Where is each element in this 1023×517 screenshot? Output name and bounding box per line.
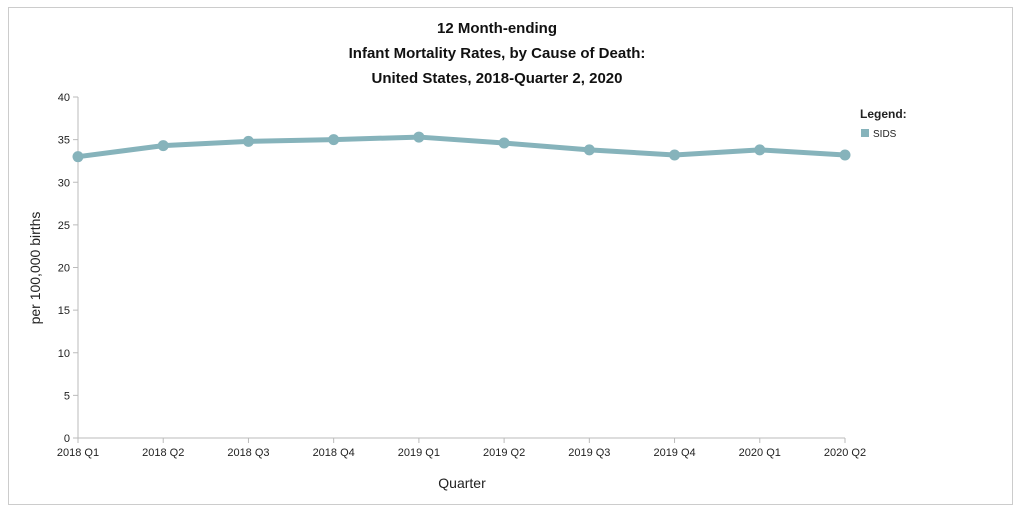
data-point-sids[interactable]: [498, 137, 510, 149]
x-axis-title: Quarter: [438, 475, 486, 491]
chart-title-line-1: 12 Month-ending: [437, 20, 557, 37]
y-axis-title: per 100,000 births: [27, 212, 43, 325]
x-tick-label: 2020 Q1: [739, 447, 781, 459]
legend-swatch-sids: [861, 129, 869, 137]
data-point-sids[interactable]: [754, 144, 766, 156]
y-axis: 0 5 10 15 20 25 30 35 40: [58, 92, 79, 445]
data-point-sids[interactable]: [157, 140, 169, 152]
data-point-sids[interactable]: [413, 131, 425, 143]
data-point-sids[interactable]: [583, 144, 595, 156]
x-tick-label: 2018 Q3: [227, 447, 269, 459]
x-tick-label: 2019 Q4: [653, 447, 695, 459]
x-tick-label: 2018 Q4: [313, 447, 355, 459]
legend-title: Legend:: [860, 107, 907, 121]
x-tick-label: 2018 Q2: [142, 447, 184, 459]
y-tick-label: 5: [64, 390, 70, 402]
x-tick-label: 2019 Q2: [483, 447, 525, 459]
data-point-sids[interactable]: [72, 151, 84, 163]
series-line-sids: [75, 134, 848, 160]
y-tick-label: 10: [58, 348, 70, 360]
y-tick-label: 20: [58, 263, 70, 275]
data-point-sids[interactable]: [839, 149, 851, 161]
y-tick-label: 25: [58, 220, 70, 232]
chart-title-line-2: Infant Mortality Rates, by Cause of Deat…: [349, 45, 646, 62]
y-tick-label: 40: [58, 92, 70, 104]
y-tick-label: 30: [58, 177, 70, 189]
y-tick-label: 15: [58, 305, 70, 317]
x-tick-label: 2019 Q3: [568, 447, 610, 459]
data-point-sids[interactable]: [669, 149, 681, 161]
x-tick-label: 2019 Q1: [398, 447, 440, 459]
x-tick-label: 2020 Q2: [824, 447, 866, 459]
x-tick-label: 2018 Q1: [57, 447, 99, 459]
data-point-sids[interactable]: [328, 134, 340, 146]
y-tick-label: 35: [58, 135, 70, 147]
chart-frame: [8, 7, 1013, 505]
legend: Legend: SIDS: [860, 107, 907, 140]
chart-title: 12 Month-ending Infant Mortality Rates, …: [349, 20, 646, 87]
plot-area: [72, 131, 851, 163]
x-axis: 2018 Q1 2018 Q2 2018 Q3 2018 Q4 2019 Q1 2019 …: [57, 437, 866, 459]
y-tick-label: 0: [64, 433, 70, 445]
data-point-sids[interactable]: [242, 135, 254, 147]
chart-title-line-3: United States, 2018-Quarter 2, 2020: [372, 70, 623, 87]
legend-label-sids: SIDS: [873, 129, 897, 140]
